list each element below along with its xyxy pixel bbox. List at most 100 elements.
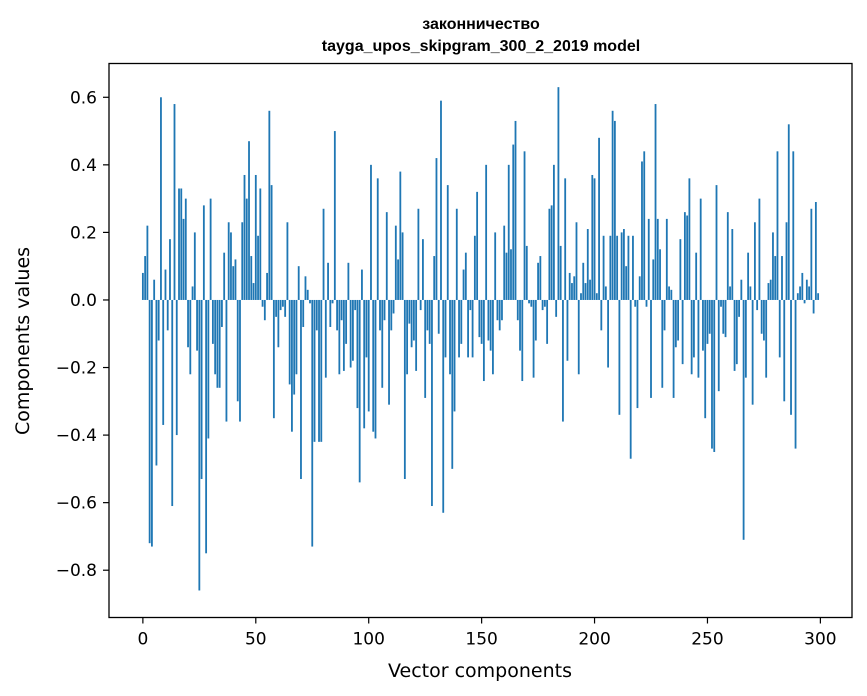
- bar-154: [489, 299, 492, 351]
- bar-47: [248, 141, 250, 300]
- bar-276: [765, 299, 768, 378]
- bar-97: [361, 269, 363, 300]
- bar-228: [656, 218, 659, 300]
- bar-4: [151, 299, 153, 547]
- bar-221: [641, 161, 643, 300]
- bar-12: [169, 239, 171, 300]
- bar-189: [568, 272, 571, 300]
- bar-256: [720, 299, 722, 307]
- bar-174: [534, 299, 537, 341]
- bar-57: [270, 185, 273, 300]
- bar-102: [372, 299, 375, 432]
- bar-217: [632, 235, 634, 300]
- bar-150: [480, 299, 483, 344]
- bar-50: [254, 174, 257, 300]
- bar-75: [311, 299, 314, 547]
- bar-104: [376, 178, 379, 300]
- bar-144: [467, 299, 469, 358]
- bar-190: [571, 283, 573, 300]
- bar-33: [216, 299, 219, 388]
- bar-199: [591, 174, 594, 300]
- bar-121: [415, 299, 418, 371]
- bar-125: [424, 299, 427, 398]
- bar-170: [525, 245, 528, 300]
- bar-156: [494, 232, 497, 300]
- bar-3: [148, 299, 151, 544]
- bar-35: [221, 299, 223, 327]
- bar-9: [162, 299, 165, 425]
- bar-77: [315, 299, 318, 331]
- bar-157: [496, 299, 499, 321]
- bar-38: [227, 222, 230, 300]
- bar-123: [419, 299, 422, 311]
- bar-289: [794, 299, 797, 449]
- bar-32: [214, 299, 217, 375]
- bar-65: [288, 299, 291, 385]
- bar-219: [636, 299, 639, 409]
- bar-222: [643, 151, 646, 300]
- bar-273: [758, 198, 761, 300]
- bar-223: [645, 299, 648, 307]
- bar-129: [433, 256, 436, 300]
- bar-37: [225, 299, 228, 422]
- bar-175: [537, 262, 539, 300]
- bar-238: [679, 239, 682, 300]
- bars-group: [141, 87, 820, 591]
- bar-268: [747, 252, 750, 300]
- bar-126: [426, 299, 429, 331]
- bar-117: [406, 299, 409, 375]
- bar-210: [616, 235, 619, 300]
- bar-48: [250, 256, 253, 300]
- bar-275: [763, 299, 765, 341]
- bar-281: [776, 151, 779, 300]
- bar-6: [155, 299, 158, 466]
- bar-231: [663, 299, 666, 331]
- bar-86: [336, 299, 338, 331]
- bar-178: [543, 299, 546, 307]
- bar-263: [735, 299, 738, 365]
- bar-2: [146, 225, 149, 300]
- bar-44: [241, 222, 244, 300]
- bar-212: [620, 232, 623, 300]
- bar-166: [516, 299, 519, 321]
- bar-239: [681, 299, 684, 365]
- x-tick-label-50: 50: [245, 630, 267, 650]
- bar-20: [187, 299, 189, 348]
- y-tick-label-4: 0.0: [70, 291, 97, 311]
- bar-0: [141, 272, 144, 300]
- bar-98: [363, 299, 366, 429]
- bar-272: [756, 299, 759, 311]
- bar-269: [749, 286, 752, 300]
- bar-214: [625, 266, 628, 300]
- bar-209: [613, 120, 616, 300]
- bar-278: [769, 279, 772, 300]
- bar-241: [686, 215, 689, 300]
- bar-23: [193, 232, 196, 300]
- bar-287: [790, 299, 792, 415]
- bar-200: [593, 178, 596, 300]
- bar-197: [586, 229, 589, 300]
- bar-11: [166, 299, 169, 331]
- bar-51: [257, 235, 259, 300]
- bar-62: [281, 299, 284, 307]
- bar-282: [778, 299, 781, 358]
- bar-16: [178, 188, 180, 300]
- bar-260: [729, 286, 731, 300]
- bar-81: [324, 299, 327, 378]
- bar-177: [541, 299, 544, 311]
- bar-54: [263, 299, 266, 321]
- bar-286: [787, 124, 790, 300]
- bar-202: [598, 137, 600, 300]
- bar-176: [539, 256, 542, 300]
- bar-100: [367, 299, 370, 412]
- chart-title-line2: tayga_upos_skipgram_300_2_2019 model: [322, 38, 640, 55]
- bar-293: [803, 299, 806, 304]
- bar-56: [268, 110, 271, 300]
- bar-142: [462, 269, 465, 300]
- x-axis-ticks: 0 50 100 150 200 250 300: [137, 617, 837, 650]
- bar-244: [693, 299, 695, 358]
- bar-162: [507, 164, 510, 300]
- bar-290: [796, 293, 799, 300]
- bar-211: [618, 299, 621, 415]
- bar-225: [650, 299, 652, 398]
